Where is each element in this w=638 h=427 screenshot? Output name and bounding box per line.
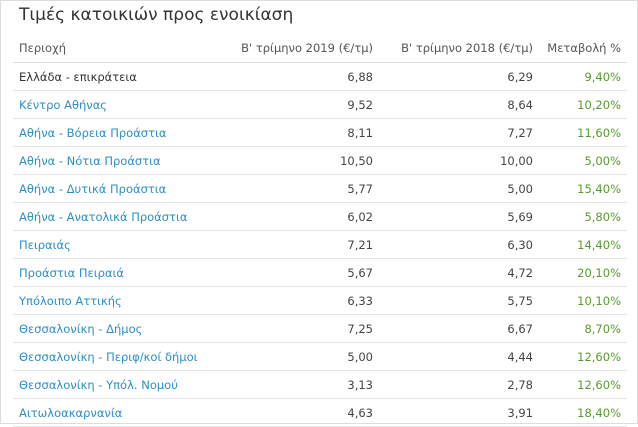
change-value: 8,70% (539, 314, 627, 343)
value-q2-2018: 5,69 (379, 202, 539, 231)
value-q2-2019: 9,52 (227, 90, 379, 119)
change-value: 18,40% (539, 398, 627, 427)
table-row: Θεσσαλονίκη - Δήμος 7,25 6,67 8,70% (13, 314, 627, 343)
table-row: Θεσσαλονίκη - Υπόλ. Νομού 3,13 2,78 12,60% (13, 370, 627, 399)
region-link[interactable]: Αθήνα - Νότια Προάστια (13, 146, 227, 175)
table-row: Αθήνα - Νότια Προάστια 10,50 10,00 5,00% (13, 146, 627, 175)
value-q2-2019: 7,25 (227, 314, 379, 343)
value-q2-2019: 5,67 (227, 258, 379, 287)
region-link[interactable]: Προάστια Πειραιά (13, 258, 227, 287)
table-row: Υπόλοιπο Αττικής 6,33 5,75 10,10% (13, 286, 627, 315)
value-q2-2018: 2,78 (379, 370, 539, 399)
column-header-q2-2019[interactable]: Β' τρίμηνο 2019 (€/τμ) (227, 34, 379, 63)
value-q2-2019: 3,13 (227, 370, 379, 399)
table-row: Αθήνα - Δυτικά Προάστια 5,77 5,00 15,40% (13, 174, 627, 203)
table-row: Αθήνα - Ανατολικά Προάστια 6,02 5,69 5,80% (13, 202, 627, 231)
table-row: Προάστια Πειραιά 5,67 4,72 20,10% (13, 258, 627, 287)
region-link[interactable]: Θεσσαλονίκη - Περιφ/κοί δήμοι (13, 342, 227, 371)
change-value: 10,10% (539, 286, 627, 315)
region-link[interactable]: Υπόλοιπο Αττικής (13, 286, 227, 315)
column-header-region[interactable]: Περιοχή (13, 34, 227, 63)
value-q2-2018: 4,44 (379, 342, 539, 371)
value-q2-2018: 6,67 (379, 314, 539, 343)
region-link[interactable]: Θεσσαλονίκη - Δήμος (13, 314, 227, 343)
table-row: Πειραιάς 7,21 6,30 14,40% (13, 230, 627, 259)
region-link: Ελλάδα - επικράτεια (13, 62, 227, 91)
value-q2-2019: 8,11 (227, 118, 379, 147)
table-row: Ελλάδα - επικράτεια 6,88 6,29 9,40% (13, 62, 627, 91)
value-q2-2019: 5,77 (227, 174, 379, 203)
value-q2-2018: 8,64 (379, 90, 539, 119)
change-value: 9,40% (539, 62, 627, 91)
change-value: 5,00% (539, 146, 627, 175)
table-row: Αθήνα - Βόρεια Προάστια 8,11 7,27 11,60% (13, 118, 627, 147)
region-link[interactable]: Αιτωλοακαρνανία (13, 398, 227, 427)
value-q2-2018: 10,00 (379, 146, 539, 175)
change-value: 14,40% (539, 230, 627, 259)
region-link[interactable]: Θεσσαλονίκη - Υπόλ. Νομού (13, 370, 227, 399)
value-q2-2019: 5,00 (227, 342, 379, 371)
region-link[interactable]: Αθήνα - Βόρεια Προάστια (13, 118, 227, 147)
value-q2-2018: 5,00 (379, 174, 539, 203)
change-value: 20,10% (539, 258, 627, 287)
value-q2-2018: 3,91 (379, 398, 539, 427)
value-q2-2018: 6,29 (379, 62, 539, 91)
change-value: 12,60% (539, 342, 627, 371)
column-header-q2-2018[interactable]: Β' τρίμηνο 2018 (€/τμ) (379, 34, 539, 63)
page-title: Τιμές κατοικιών προς ενοικίαση (19, 5, 294, 25)
value-q2-2019: 6,02 (227, 202, 379, 231)
table-header-row: Περιοχή Β' τρίμηνο 2019 (€/τμ) Β' τρίμην… (13, 34, 627, 63)
change-value: 10,20% (539, 90, 627, 119)
value-q2-2019: 7,21 (227, 230, 379, 259)
value-q2-2019: 6,33 (227, 286, 379, 315)
value-q2-2018: 7,27 (379, 118, 539, 147)
table-row: Θεσσαλονίκη - Περιφ/κοί δήμοι 5,00 4,44 12,… (13, 342, 627, 371)
value-q2-2019: 4,63 (227, 398, 379, 427)
change-value: 11,60% (539, 118, 627, 147)
region-link[interactable]: Κέντρο Αθήνας (13, 90, 227, 119)
value-q2-2019: 10,50 (227, 146, 379, 175)
table-row: Αιτωλοακαρνανία 4,63 3,91 18,40% (13, 398, 627, 427)
change-value: 15,40% (539, 174, 627, 203)
region-link[interactable]: Αθήνα - Ανατολικά Προάστια (13, 202, 227, 231)
rent-prices-table: Περιοχή Β' τρίμηνο 2019 (€/τμ) Β' τρίμην… (13, 34, 627, 427)
value-q2-2019: 6,88 (227, 62, 379, 91)
region-link[interactable]: Αθήνα - Δυτικά Προάστια (13, 174, 227, 203)
change-value: 5,80% (539, 202, 627, 231)
value-q2-2018: 6,30 (379, 230, 539, 259)
region-link[interactable]: Πειραιάς (13, 230, 227, 259)
value-q2-2018: 5,75 (379, 286, 539, 315)
change-value: 12,60% (539, 370, 627, 399)
value-q2-2018: 4,72 (379, 258, 539, 287)
column-header-change[interactable]: Μεταβολή % (539, 34, 627, 63)
table-row: Κέντρο Αθήνας 9,52 8,64 10,20% (13, 90, 627, 119)
